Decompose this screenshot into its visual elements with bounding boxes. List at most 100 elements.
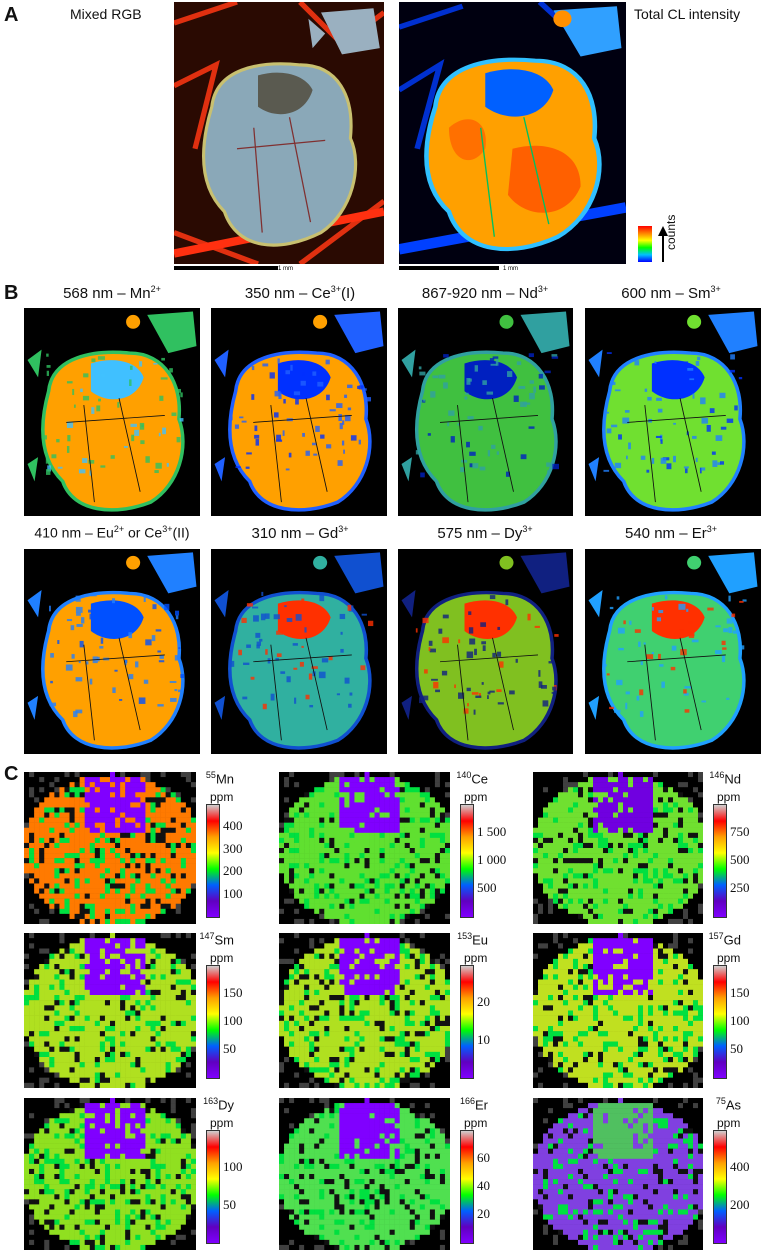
c-tick-label: 1 500 — [477, 824, 507, 839]
c-tick-label: 250 — [730, 880, 750, 895]
c-tick-label: 50 — [730, 1041, 743, 1056]
isotope-mass: 166 — [459, 1096, 475, 1106]
c-tick-label: 10 — [477, 1031, 490, 1047]
c-map-mn — [24, 772, 196, 924]
element-symbol: Sm — [214, 932, 235, 948]
b-title-nd: 867-920 nm – Nd3+ — [421, 284, 549, 302]
b-map-gd — [211, 549, 387, 754]
c-tick-label: 500 — [730, 852, 750, 867]
c-title-as: 75As — [695, 1096, 741, 1112]
b-title-mn: 568 nm – Mn2+ — [63, 284, 161, 302]
c-tick-label: 50 — [223, 1196, 236, 1212]
panel-a-letter: A — [4, 4, 19, 26]
c-tick-label: 60 — [477, 1150, 490, 1165]
b-title-er: 540 nm – Er3+ — [625, 524, 717, 542]
c-tick-label: 100 — [223, 1013, 243, 1028]
c-tick-label: 750 — [730, 824, 750, 839]
b-map-dy — [398, 549, 573, 754]
panel-b-letter: B — [4, 282, 19, 304]
b-map-sm — [585, 308, 761, 516]
b-title-eu: 410 nm – Eu2+ or Ce3+(II) — [34, 524, 190, 541]
c-tick-label: 500 — [477, 880, 497, 895]
b-map-mn — [24, 308, 200, 516]
c-map-dy — [24, 1098, 196, 1250]
b-title-sm: 600 nm – Sm3+ — [621, 284, 721, 302]
c-map-eu — [279, 933, 450, 1088]
c-colorbar-sm — [206, 965, 220, 1079]
panel-c-letter: C — [4, 763, 19, 785]
c-unit-dy: ppm — [210, 1116, 234, 1130]
c-tick-label: 100 — [223, 885, 243, 901]
b-map-er — [585, 549, 761, 754]
isotope-mass: 153 — [457, 931, 473, 941]
c-unit-as: ppm — [717, 1116, 741, 1130]
element-symbol: Ce — [471, 771, 488, 787]
c-unit-gd: ppm — [717, 951, 741, 965]
c-tick-label: 200 — [223, 863, 243, 879]
element-symbol: Eu — [472, 932, 488, 948]
c-title-mn: 55Mn — [188, 770, 234, 786]
c-unit-nd: ppm — [717, 790, 741, 804]
c-unit-ce: ppm — [464, 790, 488, 804]
c-tick-label: 20 — [477, 1206, 490, 1221]
element-symbol: Mn — [215, 771, 234, 787]
c-tick-label: 200 — [730, 1196, 750, 1212]
c-colorbar-eu — [460, 965, 474, 1079]
scale-text-left: 1 mm — [278, 266, 293, 272]
c-tick-label: 40 — [477, 1178, 490, 1193]
c-title-eu: 153Eu — [442, 931, 488, 947]
c-colorbar-er — [460, 1130, 474, 1244]
c-tick-label: 400 — [223, 818, 243, 834]
c-colorbar-nd — [713, 804, 727, 918]
c-map-as — [533, 1098, 703, 1250]
up-arrow-icon — [656, 226, 670, 262]
c-colorbar-gd — [713, 965, 727, 1079]
c-title-dy: 163Dy — [188, 1096, 234, 1112]
isotope-mass: 157 — [708, 931, 724, 941]
c-tick-label: 50 — [223, 1041, 236, 1056]
c-map-er — [279, 1098, 450, 1250]
c-colorbar-as — [713, 1130, 727, 1244]
element-symbol: As — [725, 1097, 741, 1113]
total-cl-image — [399, 2, 626, 264]
c-map-gd — [533, 933, 703, 1088]
scale-text-right: 1 mm — [503, 266, 518, 272]
isotope-mass: 75 — [715, 1096, 726, 1106]
b-map-ce — [211, 308, 387, 516]
isotope-mass: 147 — [199, 931, 215, 941]
element-symbol: Nd — [724, 771, 741, 787]
c-map-nd — [533, 772, 703, 924]
b-title-gd: 310 nm – Gd3+ — [251, 524, 349, 542]
c-tick-label: 150 — [223, 985, 243, 1000]
c-tick-label: 1 000 — [477, 852, 507, 867]
b-map-nd — [398, 308, 573, 516]
c-map-sm — [24, 933, 196, 1088]
b-title-ce: 350 nm – Ce3+(I) — [244, 284, 356, 302]
c-unit-eu: ppm — [464, 951, 488, 965]
c-colorbar-mn — [206, 804, 220, 918]
c-colorbar-dy — [206, 1130, 220, 1244]
element-symbol: Gd — [723, 932, 741, 948]
counts-color-legend — [638, 226, 652, 262]
c-map-ce — [279, 772, 450, 924]
c-tick-label: 400 — [730, 1159, 750, 1175]
c-tick-label: 150 — [730, 985, 750, 1000]
c-title-gd: 157Gd — [695, 931, 741, 947]
c-tick-label: 100 — [223, 1159, 243, 1175]
isotope-mass: 140 — [456, 770, 472, 780]
c-title-sm: 147Sm — [188, 931, 234, 947]
c-unit-er: ppm — [464, 1116, 488, 1130]
c-colorbar-ce — [460, 804, 474, 918]
element-symbol: Dy — [218, 1097, 234, 1113]
c-title-nd: 146Nd — [695, 770, 741, 786]
scale-bar-left — [174, 266, 278, 270]
counts-label: counts — [664, 214, 678, 250]
c-title-ce: 140Ce — [442, 770, 488, 786]
scale-bar-right — [399, 266, 499, 270]
isotope-mass: 55 — [205, 770, 216, 780]
b-map-eu — [24, 549, 200, 754]
c-unit-mn: ppm — [210, 790, 234, 804]
c-tick-label: 100 — [730, 1013, 750, 1028]
c-title-er: 166Er — [442, 1096, 488, 1112]
c-unit-sm: ppm — [210, 951, 234, 965]
